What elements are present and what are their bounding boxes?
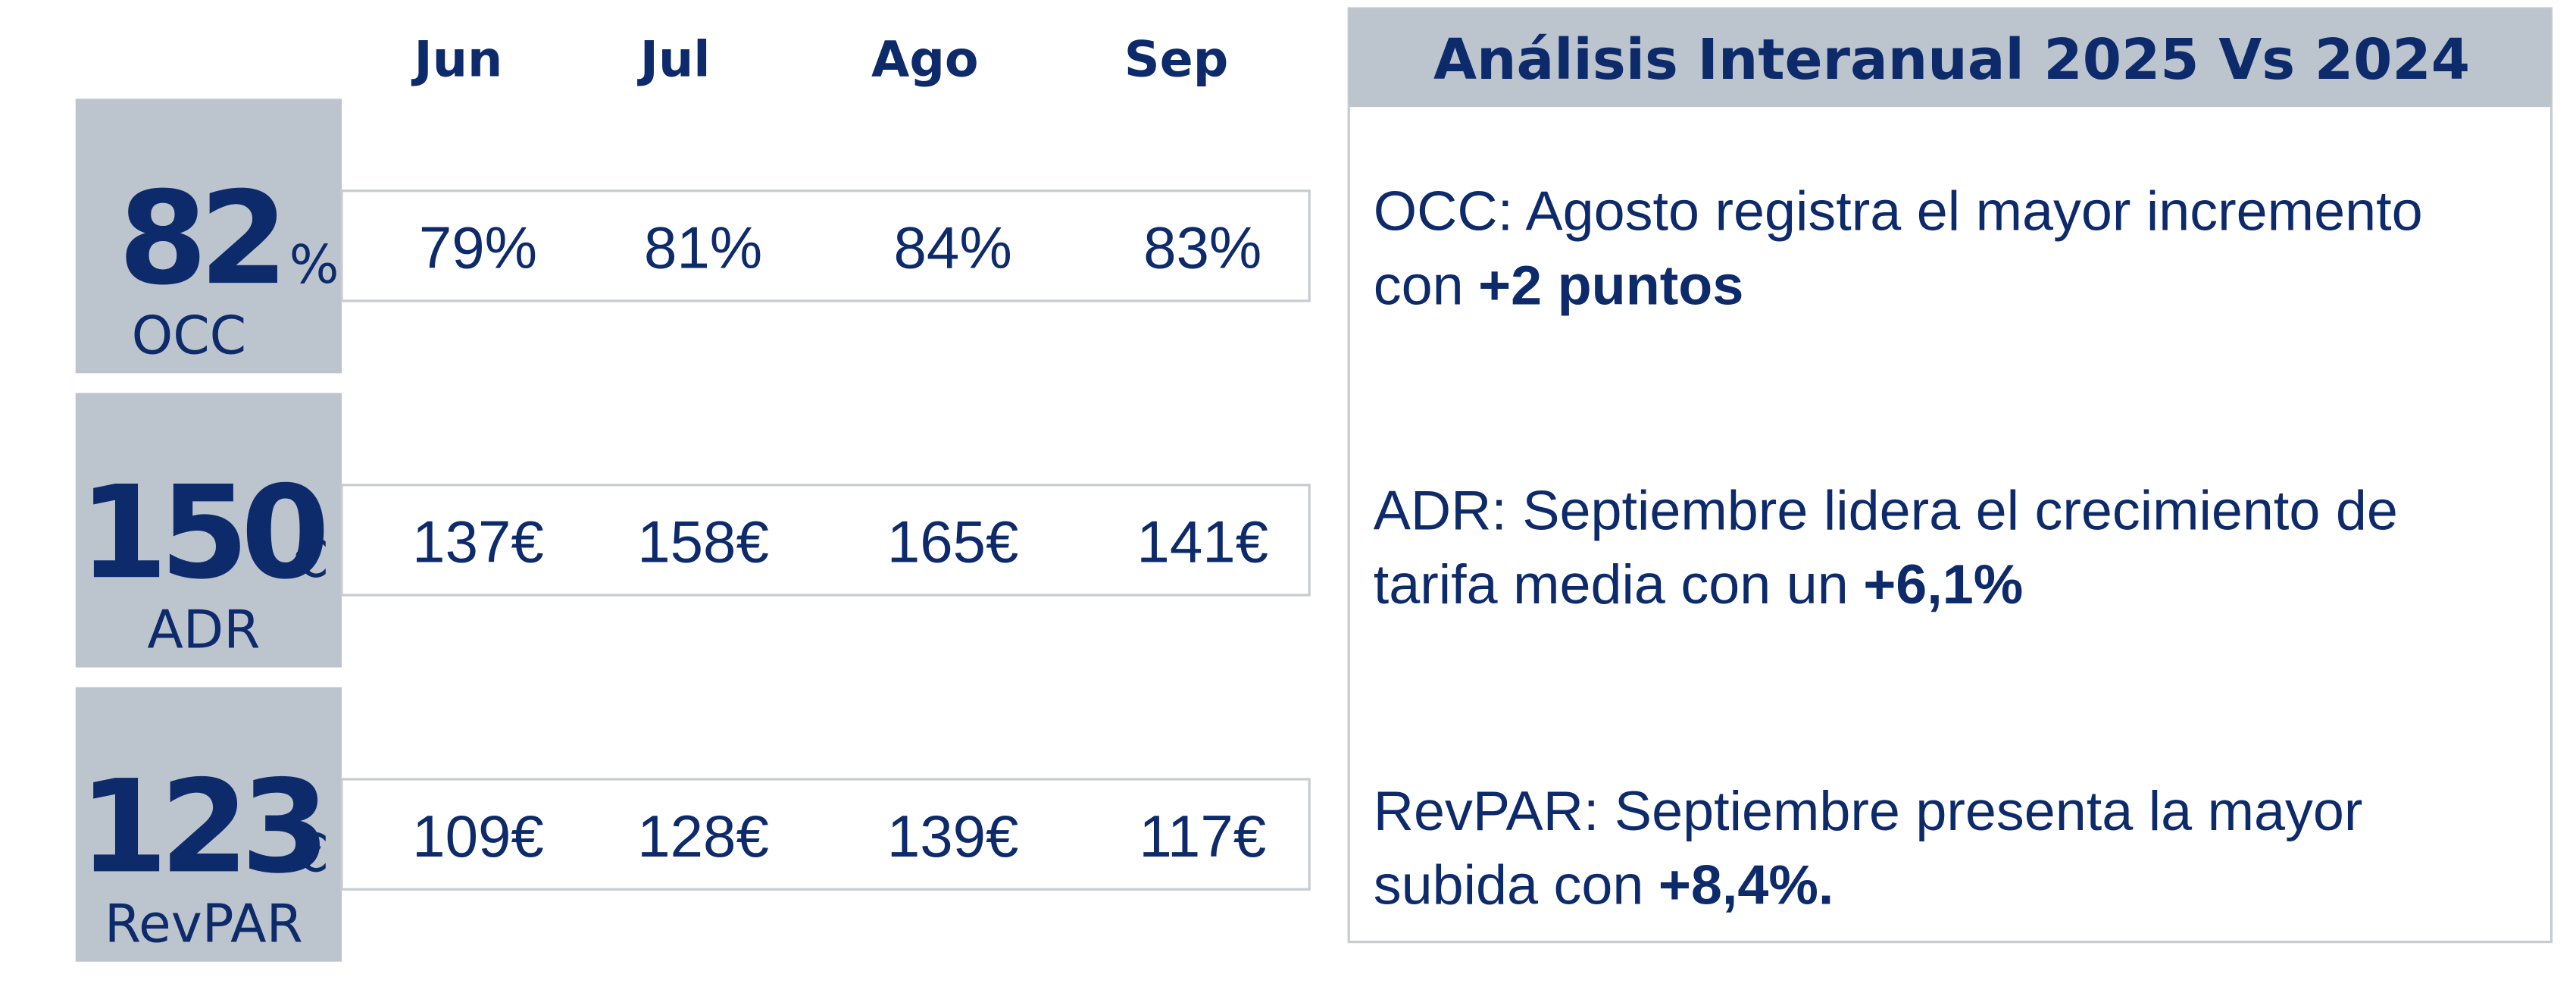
monthly-value: 139€ [887, 803, 1019, 869]
monthly-value: 81% [644, 215, 762, 281]
kpi-label: ADR [147, 600, 260, 660]
monthly-value: 117€ [1139, 803, 1266, 869]
month-header: Jul [637, 32, 711, 89]
monthly-value: 79% [419, 215, 537, 281]
note-line: RevPAR: Septiembre presenta la mayor [1374, 779, 2363, 842]
month-header: Ago [871, 32, 979, 89]
month-header: Sep [1124, 32, 1229, 89]
monthly-value: 165€ [887, 509, 1019, 575]
note-line: subida con +8,4%. [1374, 854, 1834, 916]
note-line: con +2 puntos [1374, 253, 1744, 316]
kpi-unit: € [295, 529, 329, 590]
kpi-label: RevPAR [105, 894, 303, 955]
monthly-value: 137€ [412, 509, 544, 575]
analysis-panel [1347, 7, 2553, 944]
monthly-value: 83% [1143, 215, 1261, 281]
note-text: con [1374, 253, 1464, 316]
kpi-box [75, 393, 342, 668]
note-line: ADR: Septiembre lidera el crecimiento de [1374, 478, 2398, 541]
note-highlight: +2 puntos [1478, 253, 1743, 316]
monthly-value: 158€ [637, 509, 769, 575]
monthly-value: 109€ [412, 803, 544, 869]
monthly-value: 141€ [1136, 509, 1268, 575]
kpi-unit: % [289, 235, 339, 296]
monthly-row [340, 778, 1311, 891]
kpi-value: 82 [118, 164, 280, 313]
kpi-unit: € [295, 823, 329, 884]
note-text: tarifa media con un [1374, 553, 1849, 616]
month-header: Jun [411, 32, 503, 89]
panel-header [1349, 8, 2552, 108]
kpi-value: 150 [79, 458, 324, 607]
kpi-label: OCC [132, 305, 247, 366]
note-line: OCC: Agosto registra el mayor incremento [1374, 180, 2423, 243]
kpi-box [75, 99, 342, 374]
monthly-value: 84% [894, 215, 1012, 281]
monthly-row [340, 484, 1311, 597]
panel-title: Análisis Interanual 2025 Vs 2024 [1433, 28, 2470, 92]
note-text: subida con [1374, 854, 1644, 916]
note-highlight: +8,4%. [1658, 854, 1834, 916]
monthly-value: 128€ [637, 803, 769, 869]
note-highlight: +6,1% [1863, 553, 2023, 616]
note-line: tarifa media con un +6,1% [1374, 553, 2024, 616]
kpi-box [75, 687, 342, 962]
kpi-value: 123 [79, 752, 322, 901]
monthly-row [340, 190, 1311, 302]
